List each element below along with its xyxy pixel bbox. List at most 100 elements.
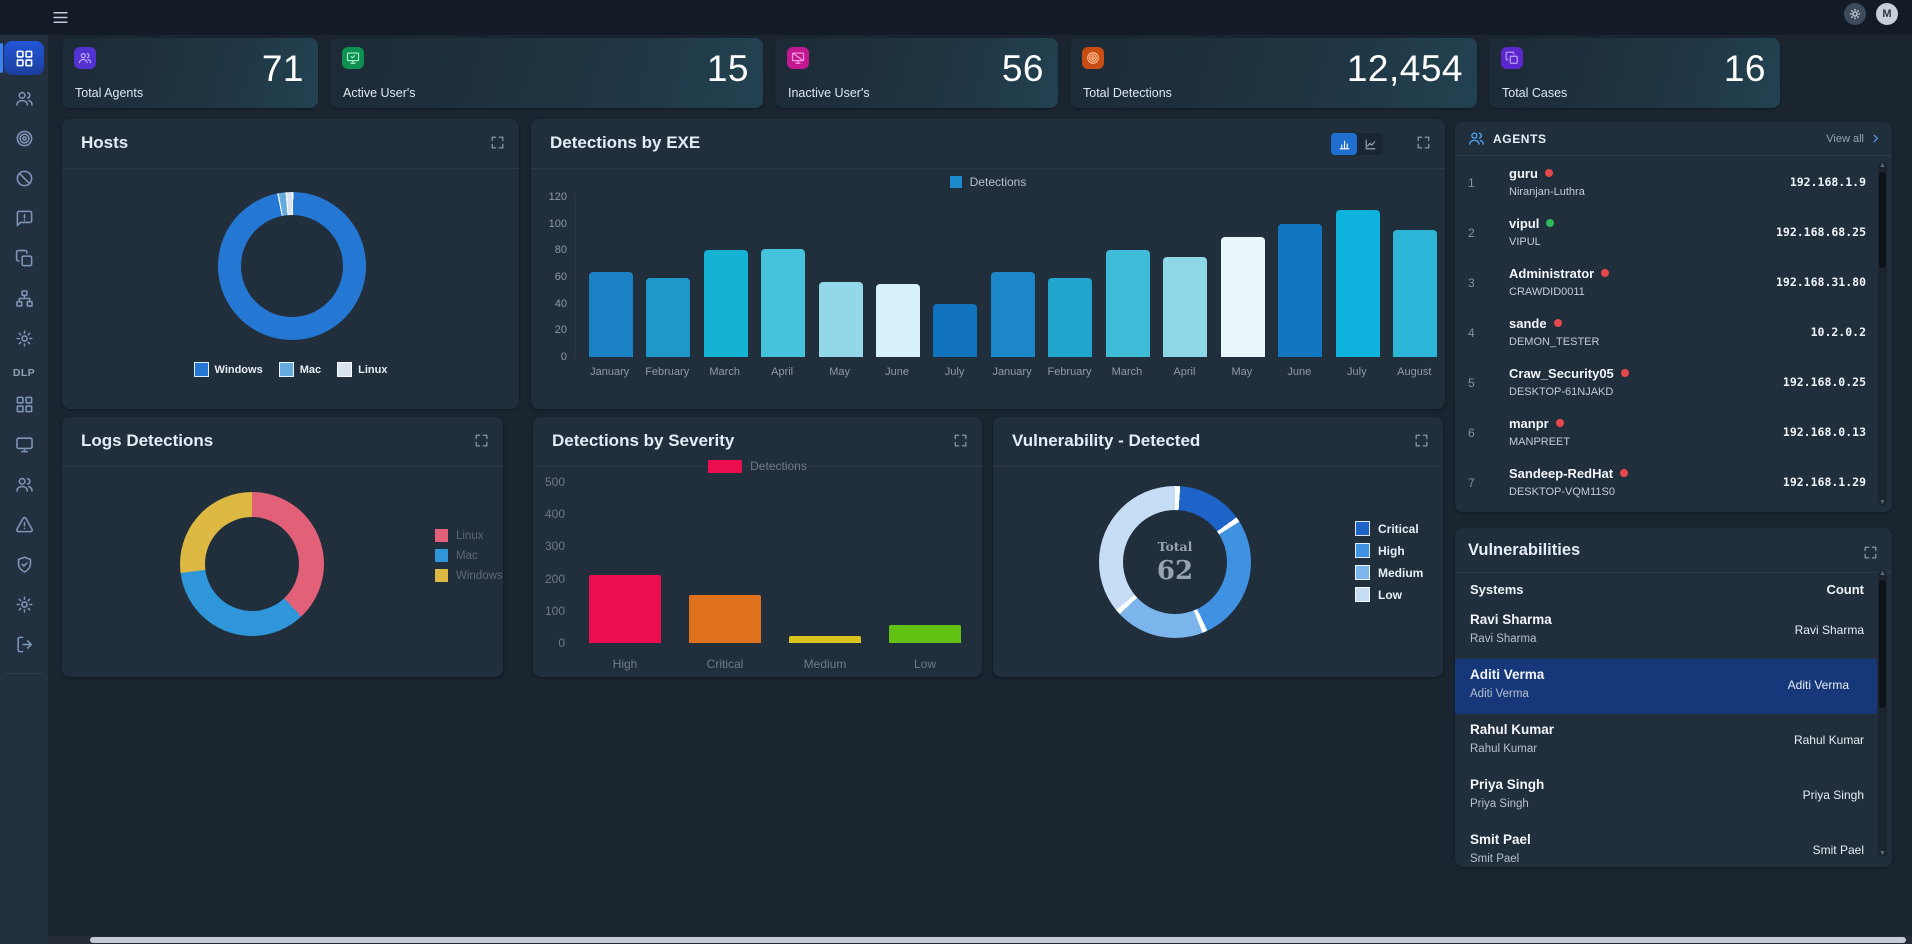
expand-icon[interactable]: [953, 433, 968, 448]
sidebar-item-dlp-alerts[interactable]: [4, 507, 44, 541]
vulnerability-row[interactable]: Priya Singh Priya Singh Priya Singh: [1455, 769, 1892, 824]
agent-row[interactable]: 2 vipul VIPUL 192.168.68.25: [1455, 210, 1876, 260]
legend-item-linux[interactable]: Linux: [337, 362, 387, 377]
agent-row[interactable]: 4 sande DEMON_TESTER 10.2.0.2: [1455, 310, 1876, 360]
legend-item-windows[interactable]: Windows: [193, 362, 263, 377]
sidebar-item-blocked[interactable]: [4, 161, 44, 195]
agents-scrollbar[interactable]: ▲ ▼: [1878, 162, 1887, 506]
bar-april[interactable]: [761, 249, 806, 357]
bar-critical[interactable]: [689, 594, 761, 643]
bar-june[interactable]: [875, 283, 920, 357]
sidebar-item-agents[interactable]: [4, 81, 44, 115]
stat-value: 16: [1723, 48, 1766, 89]
agent-row[interactable]: 3 Administrator CRAWDID0011 192.168.31.80: [1455, 260, 1876, 310]
expand-icon[interactable]: [474, 433, 489, 448]
vulnerability-row[interactable]: Ravi Sharma Ravi Sharma Ravi Sharma: [1455, 604, 1892, 659]
bar-january[interactable]: [990, 271, 1035, 357]
sidebar-item-detections[interactable]: [4, 121, 44, 155]
vulnerabilities-scrollbar[interactable]: ▲ ▼: [1878, 570, 1887, 857]
legend-item-medium[interactable]: Medium: [1355, 565, 1423, 580]
expand-icon[interactable]: [490, 135, 505, 150]
expand-icon[interactable]: [1416, 135, 1431, 150]
expand-icon[interactable]: [1863, 545, 1878, 560]
bar-high[interactable]: [589, 575, 661, 643]
sidebar-item-dlp-protection[interactable]: [4, 547, 44, 581]
agent-name: sande: [1509, 316, 1562, 331]
scroll-down-arrow[interactable]: ▼: [1879, 850, 1886, 857]
sidebar-item-cases[interactable]: [4, 241, 44, 275]
sidebar-item-network[interactable]: [4, 281, 44, 315]
bar-june[interactable]: [1278, 223, 1323, 357]
agent-row[interactable]: 6 manpr MANPREET 192.168.0.13: [1455, 410, 1876, 460]
vulnerability-row[interactable]: Smit Pael Smit Pael Smit Pael: [1455, 824, 1892, 867]
horizontal-scroll-thumb[interactable]: [90, 937, 1906, 943]
sitemap-icon: [15, 289, 34, 308]
scroll-up-arrow[interactable]: ▲: [1879, 162, 1886, 169]
line-chart-icon[interactable]: [1357, 133, 1383, 155]
card-title: Hosts: [81, 133, 129, 152]
agent-row[interactable]: 5 Craw_Security05 DESKTOP-61NJAKD 192.168.0…: [1455, 360, 1876, 410]
theme-toggle-button[interactable]: [1844, 3, 1866, 25]
bar-july[interactable]: [1335, 210, 1380, 357]
bar-february[interactable]: [1048, 278, 1093, 357]
bar-april[interactable]: [1163, 257, 1208, 357]
card-title: Detections by Severity: [552, 431, 735, 450]
donut-center-total: Total 62: [1156, 538, 1194, 586]
agent-ip: 192.168.68.25: [1775, 225, 1866, 239]
legend-item-low[interactable]: Low: [1355, 587, 1423, 602]
legend-item-mac[interactable]: Mac: [278, 362, 321, 377]
severity-legend[interactable]: Detections: [533, 459, 982, 473]
sidebar-item-dlp-settings[interactable]: [4, 587, 44, 621]
bar-medium[interactable]: [789, 635, 861, 643]
vulnerability-row[interactable]: Rahul Kumar Rahul Kumar Rahul Kumar: [1455, 714, 1892, 769]
scroll-down-arrow[interactable]: ▼: [1879, 499, 1886, 506]
scroll-thumb[interactable]: [1879, 172, 1886, 268]
bar-august[interactable]: [1393, 230, 1438, 357]
sidebar-item-dlp-users[interactable]: [4, 467, 44, 501]
avatar[interactable]: M: [1876, 3, 1898, 25]
sidebar-item-logout[interactable]: [4, 627, 44, 661]
scroll-up-arrow[interactable]: ▲: [1879, 570, 1886, 577]
legend-item-mac[interactable]: Mac: [435, 549, 503, 562]
stat-label: Total Cases: [1502, 86, 1568, 100]
agent-hostname: Niranjan-Luthra: [1509, 186, 1585, 198]
vulnerability-donut-chart[interactable]: [1099, 486, 1251, 638]
message-alert-icon: [15, 209, 34, 228]
agent-row[interactable]: 1 guru Niranjan-Luthra 192.168.1.9: [1455, 160, 1876, 210]
expand-icon[interactable]: [1414, 433, 1429, 448]
bar-may[interactable]: [1220, 237, 1265, 357]
sidebar-item-settings[interactable]: [4, 321, 44, 355]
legend-item-linux[interactable]: Linux: [435, 529, 503, 542]
sidebar-item-dlp-dashboard[interactable]: [4, 387, 44, 421]
legend-item-windows[interactable]: Windows: [435, 569, 503, 582]
sun-icon: [1848, 7, 1862, 21]
bar-may[interactable]: [818, 282, 863, 357]
legend-swatch: [1355, 521, 1370, 536]
view-all-link[interactable]: View all: [1826, 133, 1864, 145]
scroll-thumb[interactable]: [1879, 580, 1886, 708]
bar-january[interactable]: [588, 271, 633, 357]
copy-icon: [15, 249, 34, 268]
agent-row[interactable]: 7 Sandeep-RedHat DESKTOP-VQM11S0 192.168.1.…: [1455, 460, 1876, 510]
y-tick-label: 60: [554, 271, 567, 283]
vulnerability-row[interactable]: Aditi Verma Aditi Verma Aditi Verma: [1455, 659, 1877, 714]
hosts-donut-chart[interactable]: [218, 192, 366, 340]
exe-legend[interactable]: Detections: [531, 175, 1445, 189]
x-tick-label: Low: [913, 657, 936, 671]
bar-march[interactable]: [703, 250, 748, 357]
bar-july[interactable]: [933, 303, 978, 357]
chevron-right-icon[interactable]: [1869, 132, 1882, 145]
horizontal-scrollbar[interactable]: [48, 936, 1912, 944]
sidebar-item-dashboard[interactable]: [0, 41, 44, 75]
legend-item-high[interactable]: High: [1355, 543, 1423, 558]
agent-index: 2: [1468, 226, 1475, 240]
bar-chart-icon[interactable]: [1331, 133, 1357, 155]
bar-march[interactable]: [1105, 250, 1150, 357]
bar-low[interactable]: [889, 625, 961, 643]
legend-item-critical[interactable]: Critical: [1355, 521, 1423, 536]
bar-february[interactable]: [646, 278, 691, 357]
sidebar-item-dlp-devices[interactable]: [4, 427, 44, 461]
sidebar-item-alerts[interactable]: [4, 201, 44, 235]
logs-donut-chart[interactable]: [180, 492, 324, 636]
menu-icon[interactable]: [50, 8, 71, 27]
